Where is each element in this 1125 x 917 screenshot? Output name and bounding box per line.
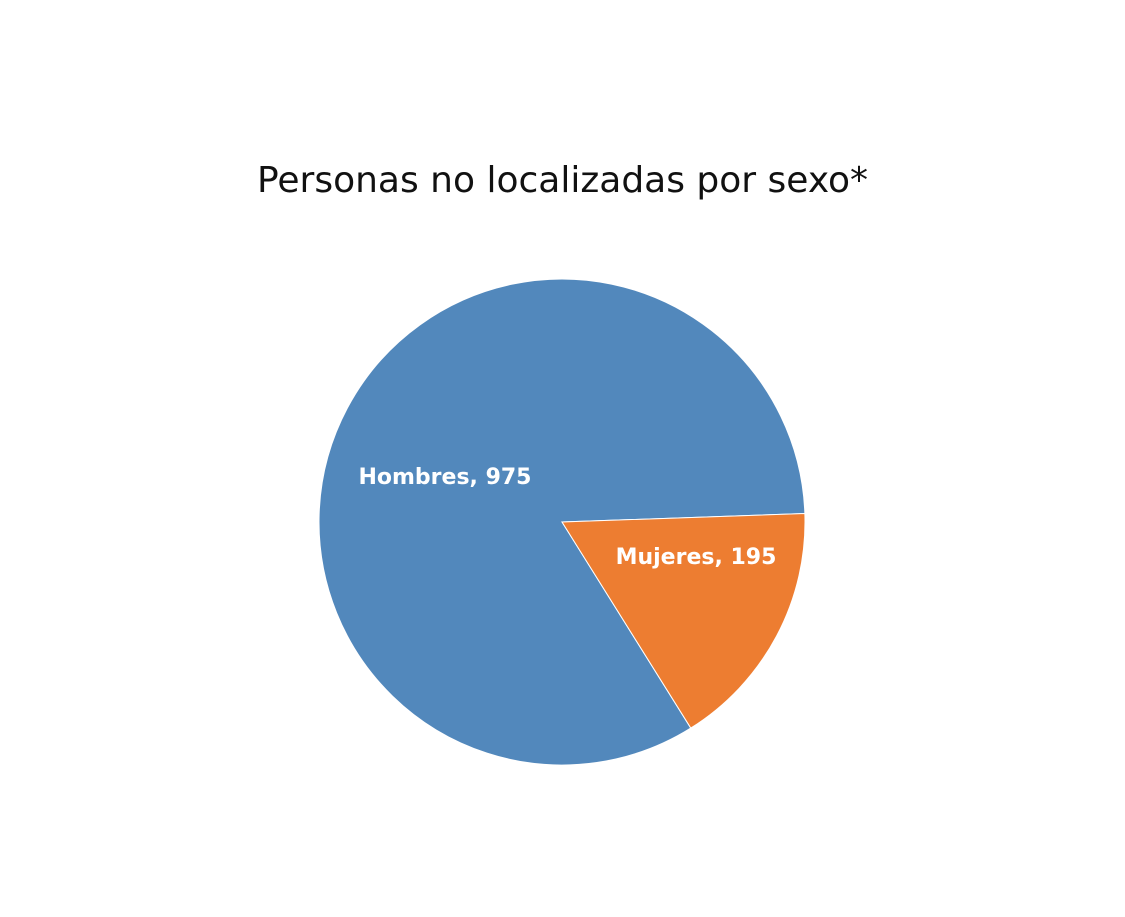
pie-slices bbox=[318, 278, 806, 766]
pie-slice-mujeres bbox=[561, 513, 806, 729]
pie-label-hombres: Hombres, 975 bbox=[358, 465, 531, 490]
pie-labels: Hombres, 975 Mujeres, 195 bbox=[358, 465, 776, 570]
pie-label-mujeres: Mujeres, 195 bbox=[616, 545, 777, 570]
chart-title: Personas no localizadas por sexo* bbox=[256, 160, 869, 201]
